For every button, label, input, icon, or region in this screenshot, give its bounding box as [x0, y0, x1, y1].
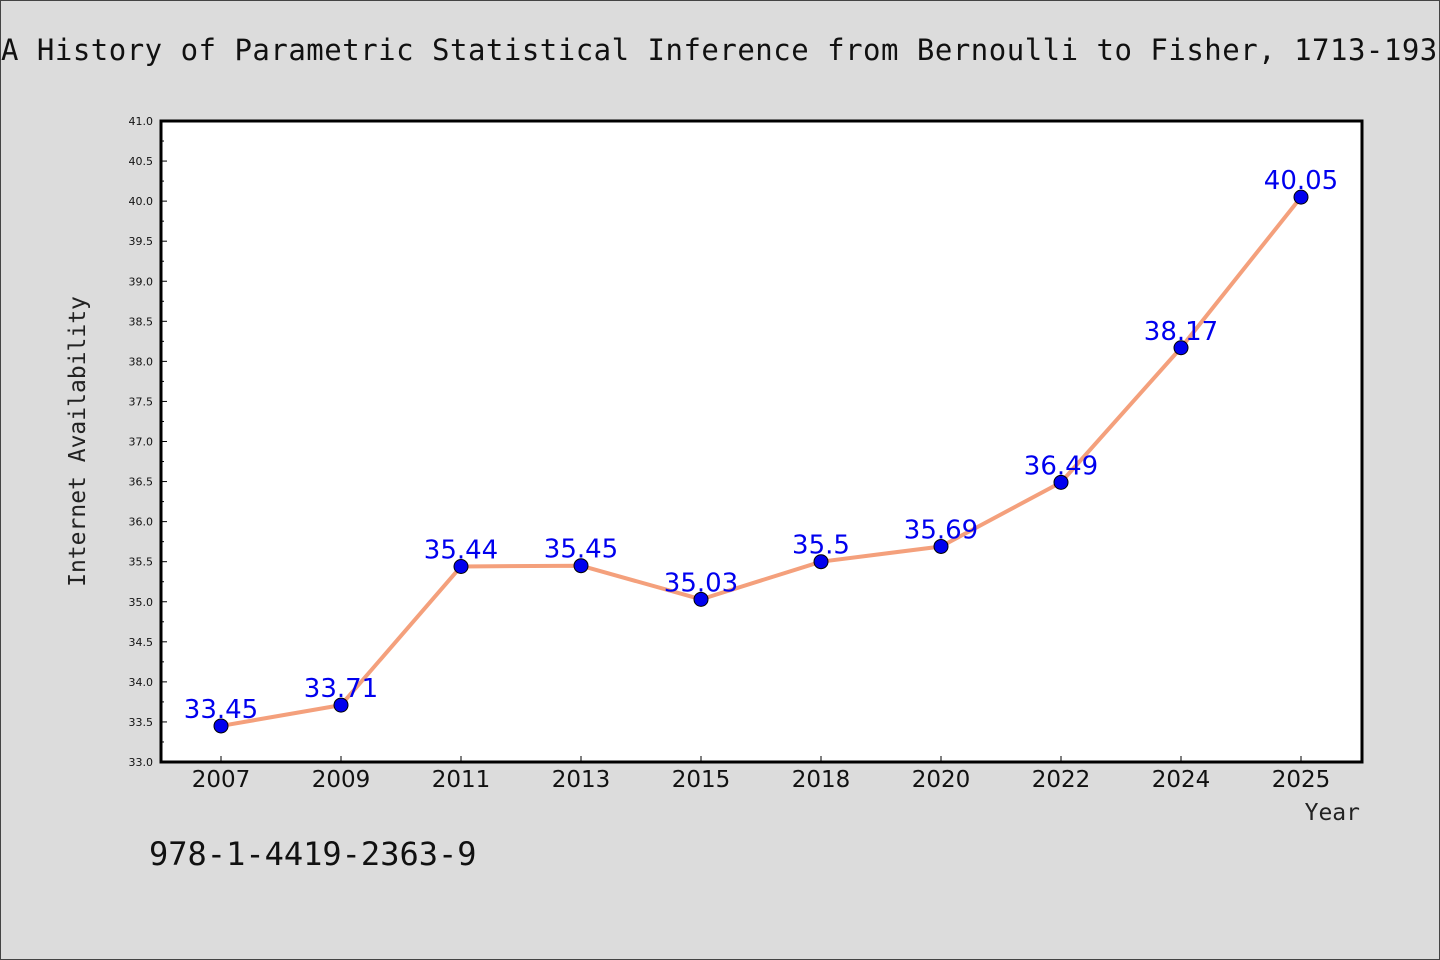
x-axis: 2007 2009 2011 2013 2015 2018 2020 2022 2024 2025 — [192, 756, 1331, 793]
y-tick-label: 33.5 — [129, 716, 154, 729]
data-point — [813, 554, 829, 570]
y-tick-label: 40.5 — [129, 155, 154, 168]
data-label: 40.05 — [1264, 166, 1338, 196]
x-tick-label: 2020 — [912, 767, 971, 793]
isbn-text: 978-1-4419-2363-9 — [149, 835, 477, 873]
data-labels: 33.45 33.71 35.44 35.45 35.03 35.5 35.69 36.49 3… — [184, 166, 1338, 725]
plot-area — [159, 119, 1364, 764]
y-tick-label: 41.0 — [129, 115, 154, 128]
y-tick-label: 38.5 — [129, 315, 154, 328]
data-point — [453, 558, 469, 574]
data-label: 35.44 — [424, 535, 498, 565]
data-point — [1053, 474, 1069, 490]
data-point — [1173, 340, 1189, 356]
y-tick-label: 39.5 — [129, 235, 154, 248]
x-tick-label: 2025 — [1272, 767, 1331, 793]
data-label: 35.03 — [664, 568, 738, 598]
y-axis-title: Internet Availability — [65, 296, 91, 587]
data-point — [933, 538, 949, 554]
chart-title: A History of Parametric Statistical Infe… — [1, 33, 1440, 67]
x-axis-title: Year — [1305, 800, 1360, 826]
data-label: 38.17 — [1144, 317, 1218, 347]
data-label: 33.71 — [304, 674, 378, 704]
y-tick-label: 37.5 — [129, 395, 154, 408]
data-point — [333, 697, 349, 713]
data-label: 36.49 — [1024, 451, 1098, 481]
x-tick-label: 2018 — [792, 767, 851, 793]
y-axis: 33.0 33.5 34.0 34.5 35.0 35.5 36.0 36.5 37.0 37.5… — [129, 115, 167, 769]
series-markers — [213, 189, 1309, 734]
data-label: 33.45 — [184, 695, 258, 725]
x-tick-label: 2015 — [672, 767, 731, 793]
y-tick-label: 40.0 — [129, 195, 154, 208]
x-tick-label: 2011 — [432, 767, 491, 793]
x-tick-label: 2007 — [192, 767, 251, 793]
data-point — [693, 591, 709, 607]
y-tick-label: 35.5 — [129, 556, 154, 569]
y-tick-label: 37.0 — [129, 436, 154, 449]
data-label: 35.69 — [904, 515, 978, 545]
x-tick-label: 2013 — [552, 767, 611, 793]
y-tick-label: 36.5 — [129, 476, 154, 489]
x-tick-label: 2024 — [1152, 767, 1211, 793]
x-tick-label: 2022 — [1032, 767, 1091, 793]
y-tick-label: 38.0 — [129, 355, 154, 368]
x-tick-label: 2009 — [312, 767, 371, 793]
data-label: 35.45 — [544, 535, 618, 565]
y-tick-label: 35.0 — [129, 596, 154, 609]
data-point — [213, 718, 229, 734]
y-tick-label: 39.0 — [129, 275, 154, 288]
data-label: 35.5 — [792, 531, 850, 561]
y-tick-label: 36.0 — [129, 516, 154, 529]
series-line — [219, 195, 1303, 728]
data-point — [573, 558, 589, 574]
y-tick-label: 34.5 — [129, 636, 154, 649]
y-tick-label: 33.0 — [129, 756, 154, 769]
data-point — [1293, 189, 1309, 205]
y-tick-label: 34.0 — [129, 676, 154, 689]
